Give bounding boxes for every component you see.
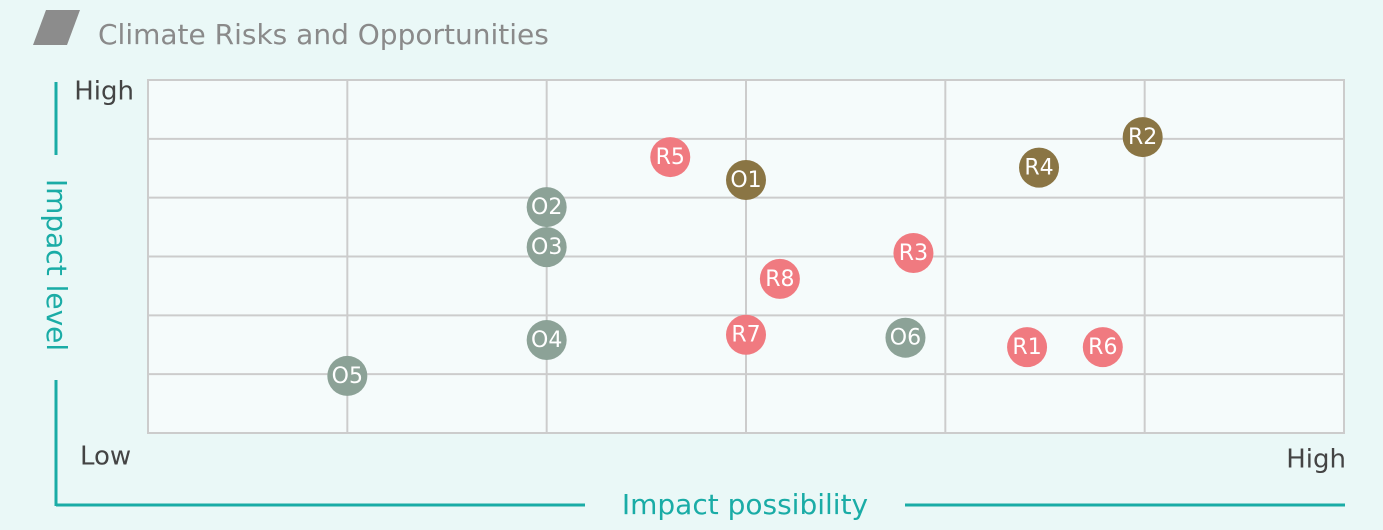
point [885,317,926,358]
point [759,258,800,299]
point-label: O3 [531,235,562,260]
title-icon [33,10,80,45]
y-axis-label: Impact level [40,179,73,351]
point [1007,327,1048,368]
point [526,320,567,361]
point-label: O2 [531,195,562,220]
point-label: R5 [656,145,685,170]
point-label: R1 [1012,335,1041,360]
point-label: R4 [1024,156,1053,181]
point [526,187,567,228]
point [893,232,934,273]
point-label: O6 [890,326,921,351]
point-label: R8 [765,267,794,292]
point [526,227,567,268]
point [1082,327,1123,368]
point-label: R3 [899,241,928,266]
x-tick-label: High [1286,445,1346,475]
point [1122,117,1163,158]
y-tick-label: High [74,77,134,107]
point-label: O5 [332,364,363,389]
point-label: R7 [731,323,760,348]
point-label: R6 [1088,335,1117,360]
point [726,160,766,201]
origin-label: Low [80,442,131,472]
point-label: O1 [730,168,761,193]
point [726,314,766,355]
point [327,355,368,396]
point-label: R2 [1128,125,1157,150]
point [1019,147,1060,188]
point-label: O4 [531,328,562,353]
point [650,137,691,178]
x-axis-label: Impact possibility [622,488,868,521]
chart-title: Climate Risks and Opportunities [98,18,549,51]
